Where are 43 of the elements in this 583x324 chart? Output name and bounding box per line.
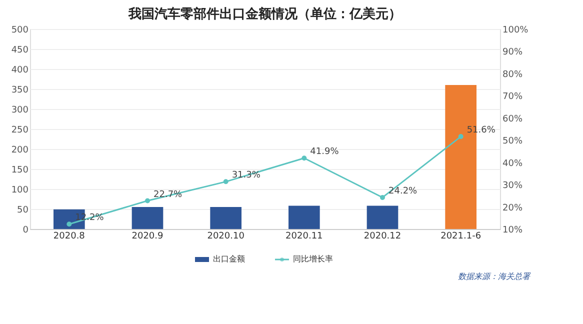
y-tick-label: 50 [17,206,29,216]
y-tick-label: 450 [11,46,29,56]
y2-tick-label: 10% [502,226,523,236]
y-tick-label: 100 [11,186,29,196]
chart-title: 我国汽车零部件出口金额情况（单位：亿美元） [128,6,402,22]
y2-tick-label: 50% [502,136,523,147]
y2-tick-label: 40% [502,158,523,169]
y2-tick-label: 100% [502,26,529,36]
y-tick-label: 500 [11,26,29,36]
x-tick-label: 2020.10 [207,232,245,242]
y-tick-label: 200 [11,146,29,156]
source-note: 数据来源：海关总署 [458,272,531,281]
data-label: 24.2% [388,186,418,196]
bar [132,207,164,229]
y2-tick-label: 70% [502,92,523,102]
y2-tick-label: 60% [502,114,523,124]
point [145,198,150,204]
legend-label: 出口金额 [213,254,245,264]
x-tick-label: 2020.12 [364,232,402,242]
y-tick-label: 300 [11,106,29,116]
y-tick-label: 150 [11,166,29,176]
point [223,179,228,184]
bar [210,207,242,229]
y2-tick-label: 30% [502,181,523,192]
x-tick-label: 2020.9 [132,232,164,242]
y2-tick-label: 90% [502,48,523,58]
x-tick-label: 2021.1-6 [440,232,482,242]
legend-label: 同比增长率 [293,254,333,264]
y-tick-label: 350 [11,86,29,96]
point [302,156,307,161]
y-tick-label: 0 [22,226,29,236]
y2-tick-label: 80% [502,70,523,80]
y2-tick-label: 20% [502,203,523,214]
point [380,194,385,200]
x-tick-label: 2020.8 [53,232,86,242]
data-label: 41.9% [310,147,340,158]
x-tick-label: 2020.11 [286,232,323,242]
y-tick-label: 400 [11,66,29,76]
point [458,134,464,140]
y-tick-label: 250 [11,126,29,136]
point [66,222,72,227]
bar [288,206,320,229]
bar [366,206,398,229]
